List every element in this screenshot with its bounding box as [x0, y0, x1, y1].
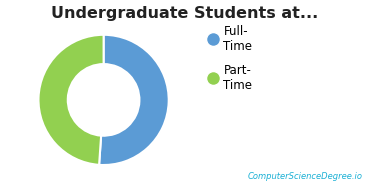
- Wedge shape: [38, 35, 104, 165]
- Legend: Full-
Time, Part-
Time: Full- Time, Part- Time: [206, 23, 255, 94]
- Wedge shape: [99, 35, 169, 165]
- Text: 48.: 48.: [70, 90, 88, 100]
- Text: .9%: .9%: [113, 101, 133, 111]
- Text: ComputerScienceDegree.io: ComputerScienceDegree.io: [248, 172, 363, 181]
- Text: Undergraduate Students at...: Undergraduate Students at...: [51, 6, 319, 21]
